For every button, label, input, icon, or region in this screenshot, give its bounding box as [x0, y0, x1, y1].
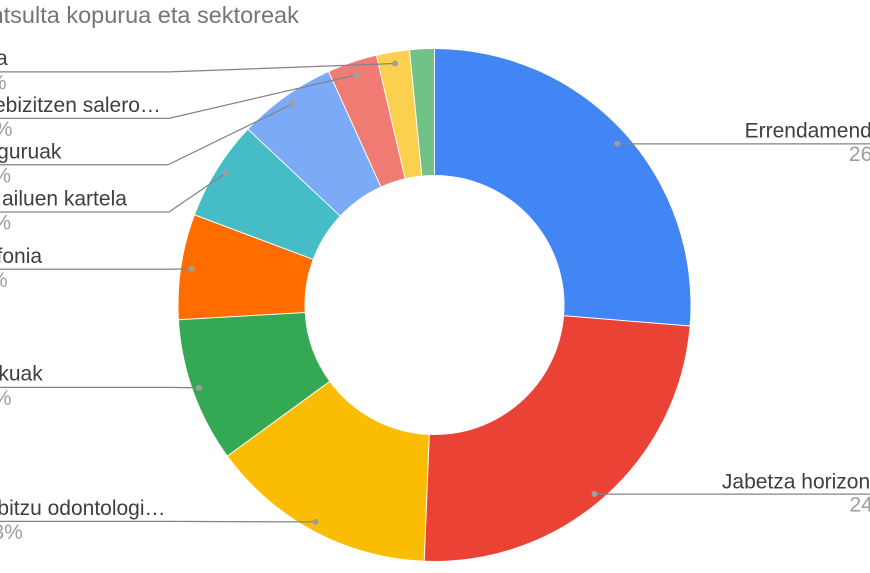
svg-text:9,1%: 9,1% — [0, 387, 12, 410]
svg-text:Bankuak: Bankuak — [0, 362, 43, 385]
svg-text:bitzu odontologi…: bitzu odontologi… — [0, 497, 166, 520]
svg-text:ailuen kartela: ailuen kartela — [2, 187, 127, 210]
svg-text:14,3%: 14,3% — [0, 521, 23, 544]
svg-text:Kontsulta kopurua eta sektorea: Kontsulta kopurua eta sektoreak — [0, 2, 299, 28]
svg-text:26,3%: 26,3% — [849, 143, 870, 166]
svg-text:2,1%: 2,1% — [0, 72, 7, 95]
svg-text:3,1%: 3,1% — [0, 118, 13, 141]
svg-text:24,3%: 24,3% — [850, 494, 870, 517]
svg-text:Aseguruak: Aseguruak — [0, 140, 62, 163]
svg-text:Jabetza horizontala: Jabetza horizontala — [722, 470, 870, 493]
svg-text:Telefonia: Telefonia — [0, 245, 42, 268]
svg-text:6,6%: 6,6% — [0, 269, 8, 292]
svg-text:Obra: Obra — [0, 47, 8, 70]
svg-text:6,3%: 6,3% — [0, 212, 11, 235]
svg-text:Errendamendua: Errendamendua — [745, 120, 870, 143]
svg-text:ebizitzen salero…: ebizitzen salero… — [0, 94, 161, 117]
svg-text:6,2%: 6,2% — [0, 164, 11, 187]
